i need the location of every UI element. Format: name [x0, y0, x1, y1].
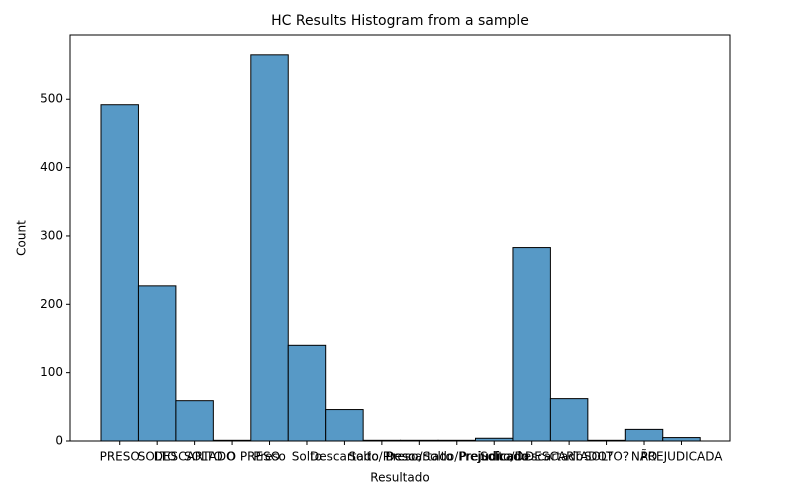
x-tick-label: NÃO	[631, 449, 657, 464]
y-tick-label: 0	[55, 434, 63, 448]
x-tick-label: PRESO	[100, 450, 140, 464]
bar	[100, 104, 139, 442]
x-tick-label: SOLTO?	[584, 450, 629, 464]
x-tick-label: Descartado	[310, 450, 379, 464]
plot-frame	[69, 34, 731, 442]
x-tick-label: Preso/Solto	[386, 450, 453, 464]
y-axis-label: Count	[15, 220, 29, 256]
x-tick-label: DESCARTADO	[154, 450, 236, 464]
x-tick-label: Prejudicado	[459, 450, 529, 464]
bar	[662, 437, 701, 442]
y-tick-label: 500	[40, 92, 63, 106]
x-tick-label: Solto	[292, 450, 322, 464]
x-tick-label: Preso	[253, 450, 286, 464]
bar	[549, 398, 589, 442]
x-axis-label: Resultado	[370, 471, 429, 485]
y-tick-label: 100	[40, 365, 63, 379]
x-tick-label: SOLTO	[138, 450, 177, 464]
chart-title: HC Results Histogram from a sample	[271, 13, 529, 29]
y-tick-label: 400	[40, 160, 63, 174]
bar	[325, 409, 364, 442]
x-tick-label: Solto/Descartado	[480, 450, 583, 464]
bar	[175, 400, 214, 442]
bar	[287, 344, 327, 442]
bar	[624, 428, 664, 442]
x-tick-label: Descartado/Prejudicado	[385, 450, 528, 464]
bar	[512, 247, 551, 442]
x-tick-label: SOLTO O PRESO	[184, 450, 280, 464]
x-tick-label: DESCARTADO?	[525, 450, 613, 464]
bar	[137, 285, 177, 442]
x-tick-label: PREJUDICADA	[640, 450, 723, 464]
bar	[250, 54, 289, 442]
y-tick-label: 300	[40, 228, 63, 242]
x-tick-label: Solto/Preso	[348, 450, 415, 464]
y-tick-label: 200	[40, 297, 63, 311]
